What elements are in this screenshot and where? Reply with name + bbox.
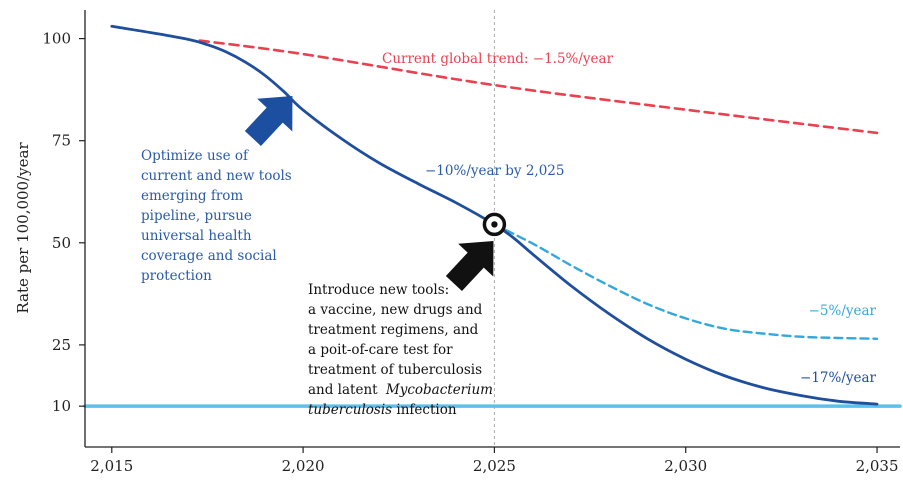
x-tick-label: 2,020 [282, 457, 325, 475]
introduce-line: a poit-of-care test for [308, 342, 453, 358]
alt-rate-label: −5%/year [809, 303, 877, 319]
x-tick-label: 2,025 [473, 457, 516, 475]
introduce-line: Introduce new tools: [308, 282, 449, 298]
annotations: Current global trend: −1.5%/year −10%/ye… [141, 51, 877, 418]
introduce-line: treatment of tuberculosis [308, 362, 482, 378]
optimize-line: Optimize use of [141, 148, 249, 164]
introduce-note: Introduce new tools: a vaccine, new drug… [308, 282, 497, 418]
optimize-line: pipeline, pursue [141, 208, 252, 224]
black-arrow [445, 241, 494, 291]
y-tick-label: 10 [52, 397, 71, 415]
x-tick-label: 2,030 [664, 457, 707, 475]
blue-arrow [244, 96, 293, 146]
series-minus-5-line [493, 223, 879, 340]
main-rate-label: −10%/year by 2,025 [425, 163, 564, 179]
trend-label: Current global trend: −1.5%/year [382, 51, 614, 67]
plot-lines [83, 10, 902, 447]
axes [84, 10, 900, 448]
introduce-italic: Mycobacterium [385, 382, 493, 398]
introduce-tail: infection [396, 402, 456, 418]
series-main-line [110, 24, 879, 406]
y-tick-label: 100 [42, 30, 71, 48]
arrows [244, 96, 494, 291]
y-tick-label: 50 [52, 234, 71, 252]
optimize-line: protection [141, 268, 212, 284]
milestone-dot [491, 221, 498, 228]
optimize-note: Optimize use of current and new tools em… [141, 148, 296, 284]
ticks: 10 25 50 75 100 2,015 2,020 2,025 2,030 2,035 [42, 30, 898, 475]
optimize-line: emerging from [141, 188, 243, 204]
introduce-line: and latent [308, 382, 378, 398]
y-tick-label: 25 [52, 336, 71, 354]
introduce-line: a vaccine, new drugs and [308, 302, 483, 318]
y-axis-title: Rate per 100,000/year [14, 142, 32, 314]
fast-rate-label: −17%/year [800, 370, 877, 386]
x-tick-label: 2,015 [90, 457, 133, 475]
y-tick-label: 75 [52, 132, 71, 150]
introduce-line: treatment regimens, and [308, 322, 479, 338]
x-tick-label: 2,035 [856, 457, 899, 475]
introduce-italic: tuberculosis [308, 402, 392, 418]
milestone-marker [482, 212, 507, 237]
optimize-line: coverage and social [141, 248, 277, 264]
optimize-line: universal health [141, 228, 252, 244]
optimize-line: current and new tools [141, 168, 292, 184]
series-current-trend-line [198, 39, 879, 135]
